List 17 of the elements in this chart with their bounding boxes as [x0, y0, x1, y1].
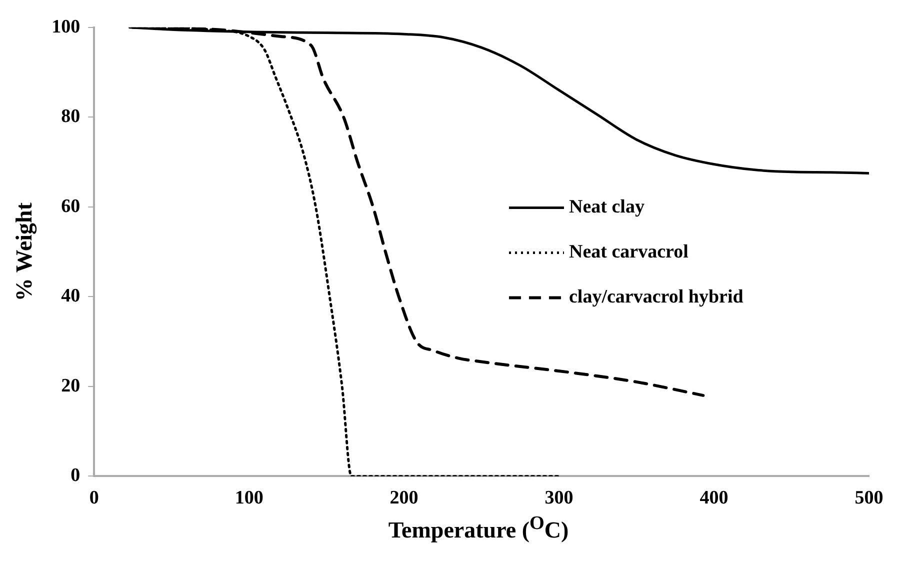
legend-label: Neat carvacrol [569, 242, 688, 263]
y-tick-label: 40 [61, 286, 80, 307]
legend-label: clay/carvacrol hybrid [569, 286, 744, 308]
y-tick-label: 60 [61, 196, 80, 217]
x-tick-label: 500 [854, 488, 884, 509]
y-tick-label: 100 [52, 16, 80, 38]
x-axis-title: Temperature ($^{O}$C) [387, 513, 570, 544]
y-tick-label: 20 [61, 375, 80, 396]
x-tick-label: 200 [390, 488, 418, 509]
x-tick-label: 400 [700, 488, 728, 509]
x-tick-label: 100 [234, 488, 264, 509]
legend-label: Neat clay [569, 196, 645, 218]
y-tick-label: 80 [61, 106, 80, 128]
y-tick-label: 0 [70, 465, 80, 486]
x-tick-label: 300 [544, 488, 574, 509]
x-tick-label: 0 [89, 488, 99, 509]
y-axis-title: % Weight [12, 202, 38, 302]
